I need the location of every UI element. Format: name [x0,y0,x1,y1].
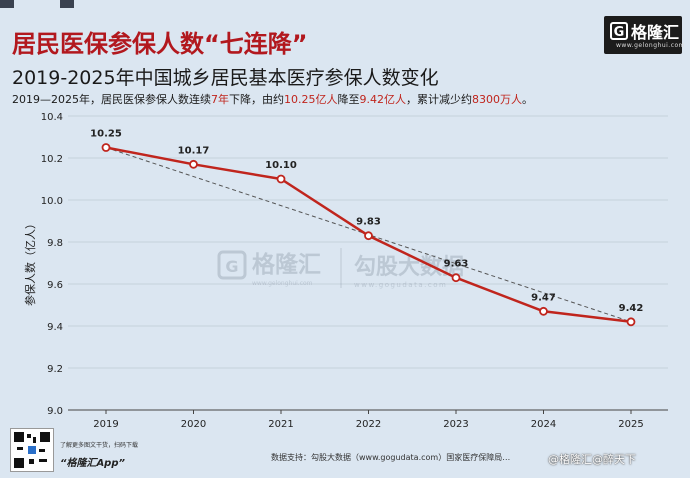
data-point [539,306,548,316]
corner-tab-left [0,0,14,8]
logo-name: 格隆汇 [631,23,680,42]
data-label: 10.25 [90,129,122,140]
x-tick-label: 2023 [443,419,468,430]
data-label: 9.63 [444,259,469,270]
watermark: G 格隆汇 www.gelonghui.com 勾股大数据 www.goguda… [217,248,464,289]
desc-part3: 降至 [337,93,360,106]
x-tick-label: 2019 [93,419,118,430]
data-point [364,231,373,241]
y-axis: 9.0 9.2 9.4 9.6 9.8 10.0 10.2 10.4 [41,112,63,417]
y-tick-label: 9.0 [47,406,63,417]
desc-highlight-start: 10.25亿人 [284,93,338,106]
brand-logo: G 格隆汇 www.gelonghui.com [604,16,686,54]
data-labels: 10.25 10.17 10.10 9.83 9.63 9.47 9.42 [90,129,643,314]
corner-tab-right [60,0,74,8]
y-tick-label: 9.2 [47,364,63,375]
y-tick-label: 10.4 [41,112,63,123]
qr-note: 了解更多图文干货，扫码下载 [60,442,139,449]
desc-part1: 2019—2025年，居民医保参保人数连续 [12,93,211,106]
y-tick-label: 10.2 [41,154,63,165]
watermark-g-letter: G [225,257,238,276]
data-label: 9.83 [356,217,381,228]
data-point [189,159,198,169]
watermark-brand-url: www.gelonghui.com [252,280,313,287]
desc-part4: ，累计减少约 [406,93,472,106]
x-tick-label: 2021 [268,419,293,430]
data-label: 10.10 [265,160,297,171]
logo-g-icon: G [610,22,628,40]
data-point [626,317,636,327]
x-tick-label: 2020 [181,419,206,430]
desc-highlight-end: 9.42亿人 [359,93,407,106]
app-name: “格隆汇App” [60,458,125,469]
desc-part5: 。 [522,93,533,106]
x-tick-label: 2024 [531,419,556,430]
watermark-data-brand: 勾股大数据 [354,254,464,280]
chart-description: 2019—2025年，居民医保参保人数连续7年下降，由约10.25亿人降至9.4… [12,91,533,107]
data-source: 数据支持：勾股大数据（www.gogudata.com）国家医疗保障局… [271,453,511,462]
y-tick-label: 9.4 [47,322,63,333]
chart-subtitle: 2019-2025年中国城乡居民基本医疗参保人数变化 [12,67,439,89]
watermark-g-icon [217,250,247,280]
y-tick-label: 9.8 [47,238,63,249]
x-axis: 2019 2020 2021 2022 2023 2024 2025 [93,410,644,430]
watermark-brand: 格隆汇 [252,251,321,278]
x-tick-label: 2022 [356,419,381,430]
data-points [101,143,636,327]
watermark-data-url: www.gogudata.com [354,281,447,289]
y-tick-label: 10.0 [41,196,63,207]
qr-code [10,428,54,472]
y-axis-label: 参保人数（亿人） [23,218,37,306]
data-point [451,273,461,283]
x-tick-label: 2025 [618,419,643,430]
desc-part2: 下降，由约 [229,93,284,106]
data-point [276,174,286,184]
weibo-watermark: @格隆汇@醉天下 [548,453,636,466]
data-label: 10.17 [178,145,210,156]
chart-title: 居民医保参保人数“七连降” [12,30,308,58]
logo-url: www.gelonghui.com [616,42,686,49]
desc-highlight-drop: 8300万人 [472,93,522,106]
data-label: 9.42 [619,303,644,314]
y-tick-label: 9.6 [47,280,63,291]
data-label: 9.47 [531,292,556,303]
desc-highlight-years: 7年 [211,93,229,106]
data-point [101,143,111,152]
